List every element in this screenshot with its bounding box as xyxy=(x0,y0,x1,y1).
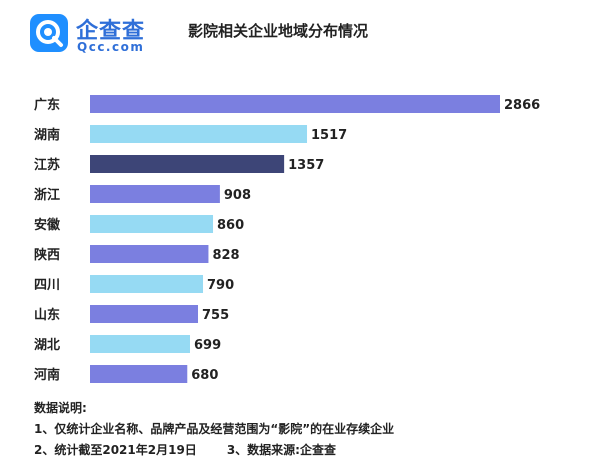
bar xyxy=(90,305,199,323)
notes-heading: 数据说明: xyxy=(34,401,87,415)
category-label: 浙江 xyxy=(34,187,60,203)
value-label: 1517 xyxy=(311,128,347,143)
value-label: 699 xyxy=(194,338,221,353)
category-label: 湖北 xyxy=(34,338,60,353)
value-label: 828 xyxy=(212,248,239,263)
category-label: 四川 xyxy=(34,278,60,293)
category-label: 广东 xyxy=(34,97,60,113)
value-label: 755 xyxy=(202,308,229,323)
category-label: 湖南 xyxy=(34,127,60,143)
logo-name: 企查查 xyxy=(76,19,146,44)
logo-domain: Qcc.com xyxy=(77,40,145,54)
header: 企查查 Qcc.com 影院相关企业地域分布情况 xyxy=(0,0,608,70)
data-notes: 数据说明: 1、仅统计企业名称、品牌产品及经营范围为“影院”的在业存续企业 2、… xyxy=(34,398,394,461)
notes-item-3: 3、数据来源:企查查 xyxy=(226,443,336,457)
category-label: 河南 xyxy=(34,367,60,383)
qcc-logo-icon xyxy=(30,14,68,52)
bar xyxy=(90,335,190,353)
bar xyxy=(90,95,500,113)
value-label: 2866 xyxy=(504,98,540,113)
bar xyxy=(90,155,285,173)
bar xyxy=(90,185,220,203)
page-title: 影院相关企业地域分布情况 xyxy=(188,22,369,40)
notes-item-2: 2、统计截至2021年2月19日 xyxy=(34,443,197,457)
value-label: 680 xyxy=(191,368,218,383)
value-label: 790 xyxy=(207,278,234,293)
bar xyxy=(90,365,188,383)
bar xyxy=(90,275,204,293)
value-label: 1357 xyxy=(288,158,324,173)
bar xyxy=(90,245,209,263)
category-label: 安徽 xyxy=(34,217,61,233)
category-label: 陕西 xyxy=(34,247,60,263)
category-label: 江苏 xyxy=(34,157,60,173)
notes-item-1: 1、仅统计企业名称、品牌产品及经营范围为“影院”的在业存续企业 xyxy=(34,422,395,436)
bar-chart: 广东 2866 湖南 1517 江苏 1357 浙江 908 安徽 860 陕西 828 四川 790 山东… xyxy=(34,95,540,383)
bar xyxy=(90,125,308,143)
notes-line-2: 2、统计截至2021年2月19日 3、数据来源:企查查 xyxy=(34,440,394,461)
value-label: 908 xyxy=(224,188,251,203)
bar xyxy=(90,215,214,233)
value-label: 860 xyxy=(217,218,244,233)
category-label: 山东 xyxy=(34,307,60,323)
